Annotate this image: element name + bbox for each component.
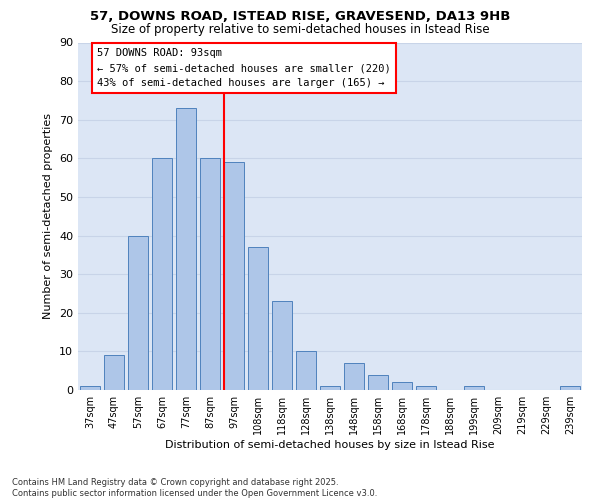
Bar	[392, 382, 412, 390]
X-axis label: Distribution of semi-detached houses by size in Istead Rise: Distribution of semi-detached houses by …	[165, 440, 495, 450]
Bar	[176, 108, 196, 390]
Bar	[80, 386, 100, 390]
Bar	[344, 363, 364, 390]
Bar	[464, 386, 484, 390]
Bar	[272, 301, 292, 390]
Text: 57 DOWNS ROAD: 93sqm
← 57% of semi-detached houses are smaller (220)
43% of semi: 57 DOWNS ROAD: 93sqm ← 57% of semi-detac…	[97, 48, 391, 88]
Bar	[296, 352, 316, 390]
Bar	[152, 158, 172, 390]
Bar	[368, 374, 388, 390]
Bar	[128, 236, 148, 390]
Bar	[320, 386, 340, 390]
Bar	[224, 162, 244, 390]
Y-axis label: Number of semi-detached properties: Number of semi-detached properties	[43, 114, 53, 320]
Bar	[104, 355, 124, 390]
Bar	[248, 247, 268, 390]
Bar	[560, 386, 580, 390]
Bar	[200, 158, 220, 390]
Text: Size of property relative to semi-detached houses in Istead Rise: Size of property relative to semi-detach…	[110, 22, 490, 36]
Text: 57, DOWNS ROAD, ISTEAD RISE, GRAVESEND, DA13 9HB: 57, DOWNS ROAD, ISTEAD RISE, GRAVESEND, …	[90, 10, 510, 23]
Text: Contains HM Land Registry data © Crown copyright and database right 2025.
Contai: Contains HM Land Registry data © Crown c…	[12, 478, 377, 498]
Bar	[416, 386, 436, 390]
